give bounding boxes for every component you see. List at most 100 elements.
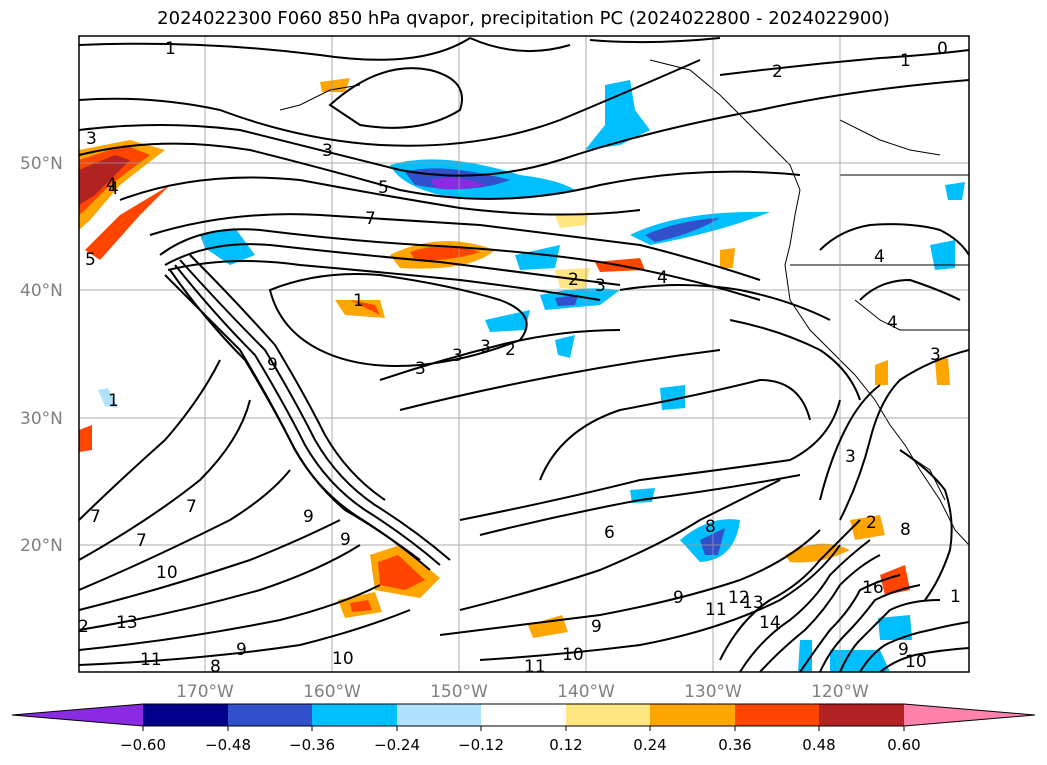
contour-label: 9 [673, 588, 684, 608]
colorbar-swatch [819, 704, 904, 726]
colorbar: −0.60 −0.48 −0.36 −0.24 −0.12 0.12 0.24 … [11, 703, 1036, 754]
contour-label: 14 [759, 613, 781, 633]
map-frame [78, 35, 970, 673]
lon-label-130w: 130°W [684, 682, 742, 702]
qvapor-contours [79, 37, 969, 672]
colorbar-ticks [142, 726, 905, 731]
negative-anomaly [585, 80, 650, 150]
positive-anomaly [350, 300, 380, 315]
colorbar-tick-label: −0.12 [458, 736, 504, 754]
longitude-labels: 170°W 160°W 150°W 140°W 130°W 120°W [176, 682, 869, 702]
contour-label: 9 [591, 617, 602, 637]
colorbar-swatch [397, 704, 481, 726]
contour-label: 7 [365, 209, 376, 229]
positive-anomaly [79, 155, 130, 205]
contour-label: 2 [568, 270, 579, 290]
contour-label: 6 [604, 523, 615, 543]
contour-label: 11 [705, 600, 727, 620]
contour-label: 16 [862, 578, 884, 598]
contour-label: 4 [874, 247, 885, 267]
colorbar-swatch [735, 704, 819, 726]
colorbar-tick-label: 0.48 [802, 736, 835, 754]
latitude-labels: 50°N 40°N 30°N 20°N [20, 154, 63, 556]
positive-anomaly [378, 555, 425, 590]
contour-label: 1 [353, 291, 364, 311]
positive-anomaly [350, 600, 372, 612]
positive-anomaly [410, 246, 480, 261]
negative-anomaly [555, 295, 578, 306]
contour-label: 9 [236, 640, 247, 660]
negative-anomaly [430, 177, 485, 190]
contour-label: 3 [452, 346, 463, 366]
positive-anomaly [720, 248, 735, 268]
negative-anomaly [878, 615, 912, 640]
contour-label: 2 [505, 340, 516, 360]
contour-label: 2 [772, 62, 783, 82]
contour-label: 1 [165, 39, 176, 59]
lat-label-30n: 30°N [20, 409, 63, 429]
contour-label: 4 [887, 313, 898, 333]
lon-label-160w: 160°W [303, 682, 361, 702]
contour-label: 3 [415, 359, 426, 379]
colorbar-tick-label: −0.24 [374, 736, 420, 754]
contour-label: 9 [898, 640, 909, 660]
colorbar-swatch [312, 704, 397, 726]
colorbar-tick-label: 0.12 [549, 736, 582, 754]
lon-label-170w: 170°W [176, 682, 234, 702]
colorbar-tick-label: 0.24 [633, 736, 666, 754]
contour-label: 10 [156, 563, 178, 583]
negative-anomaly [798, 640, 812, 672]
positive-anomaly [79, 425, 92, 452]
negative-anomaly [200, 228, 255, 265]
contour-label: 13 [742, 593, 764, 613]
colorbar-tick-label: −0.48 [205, 736, 251, 754]
lon-label-150w: 150°W [430, 682, 488, 702]
contour-label: 9 [340, 530, 351, 550]
positive-anomaly [880, 565, 910, 595]
positive-anomaly [85, 185, 170, 260]
negative-anomaly [930, 240, 955, 270]
contour-label: 11 [140, 650, 162, 670]
positive-anomaly [320, 78, 350, 92]
contour-label: 3 [930, 345, 941, 365]
contour-label: 7 [136, 531, 147, 551]
contour-label: 9 [267, 355, 278, 375]
lat-label-50n: 50°N [20, 154, 63, 174]
contour-label: 12 [728, 588, 750, 608]
contour-label: 8 [705, 517, 716, 537]
colorbar-tick-label: −0.60 [120, 736, 166, 754]
colorbar-tick-label: −0.36 [289, 736, 335, 754]
contour-label: 4 [657, 268, 668, 288]
contour-label: 5 [378, 178, 389, 198]
contour-label: 8 [210, 657, 221, 677]
negative-anomaly [515, 245, 560, 270]
negative-anomaly [660, 385, 685, 410]
contour-label: 13 [116, 613, 138, 633]
contour-label: 8 [900, 520, 911, 540]
negative-anomaly [98, 388, 118, 408]
contour-label: 3 [845, 447, 856, 467]
contour-label: 1 [108, 391, 119, 411]
negative-anomaly [945, 182, 965, 200]
lon-label-140w: 140°W [557, 682, 615, 702]
contour-label: 3 [86, 129, 97, 149]
contour-label: 10 [562, 645, 584, 665]
contour-label: 1 [900, 51, 911, 71]
colorbar-swatch [566, 704, 650, 726]
lat-label-40n: 40°N [20, 281, 63, 301]
contour-label: 1 [950, 587, 961, 607]
contour-label: 9 [303, 507, 314, 527]
colorbar-extend-low [12, 704, 143, 726]
map-panel: 1 0 2 1 3 5 7 3 1 2 3 4 4 4 3 3 3 2 1 4 … [79, 36, 969, 677]
negative-anomaly [830, 650, 890, 672]
negative-anomaly [555, 335, 575, 358]
negative-anomaly [485, 310, 530, 332]
contour-label: 3 [322, 141, 333, 161]
colorbar-tick-label: 0.60 [887, 736, 920, 754]
contour-label: 4 [106, 175, 117, 195]
contour-label: 2 [866, 513, 877, 533]
colorbar-extend-high [904, 704, 1035, 726]
contour-label: 10 [332, 649, 354, 669]
contour-label: 3 [595, 276, 606, 296]
colorbar-swatch [481, 704, 566, 726]
